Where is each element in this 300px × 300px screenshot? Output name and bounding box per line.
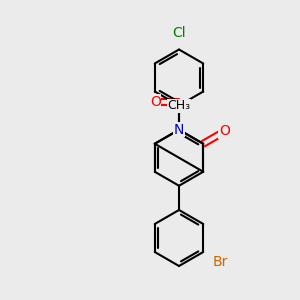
Text: Cl: Cl bbox=[172, 26, 186, 40]
Text: Br: Br bbox=[212, 255, 228, 269]
Text: N: N bbox=[174, 123, 184, 137]
Text: O: O bbox=[150, 95, 160, 109]
Text: O: O bbox=[219, 124, 230, 138]
Text: CH₃: CH₃ bbox=[167, 100, 190, 112]
